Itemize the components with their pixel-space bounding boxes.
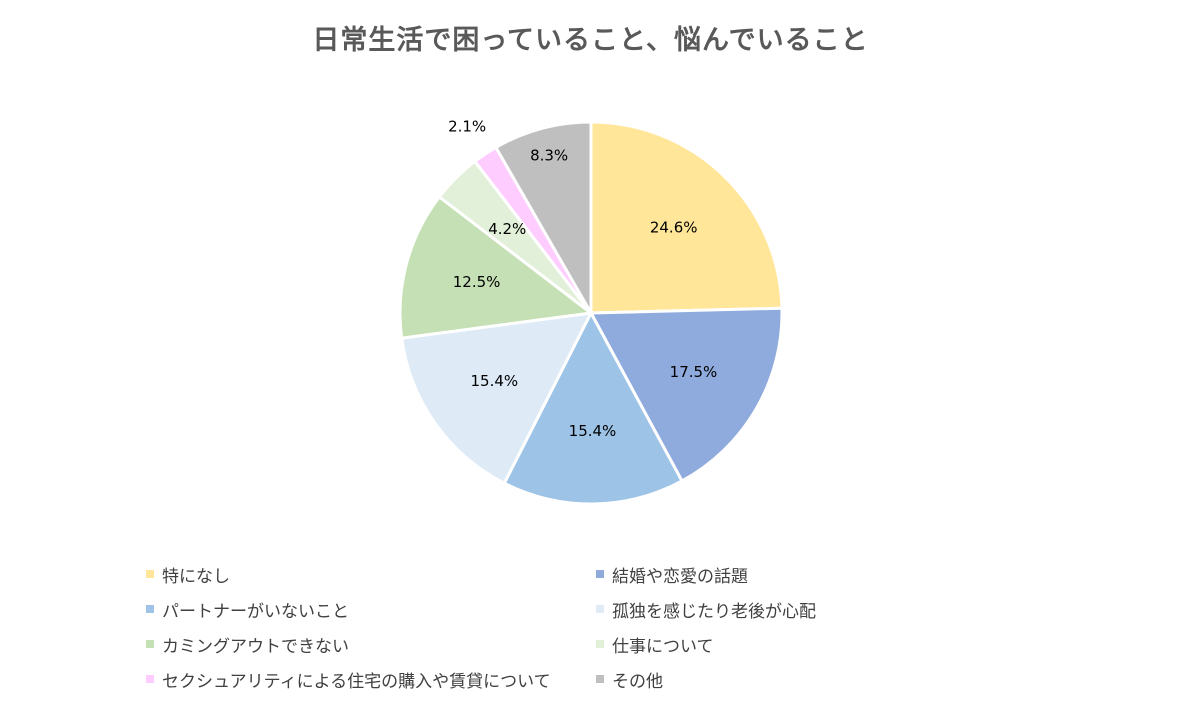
pie-slice: [398, 194, 595, 340]
pie-slice: [588, 306, 784, 483]
pie-slice: [493, 120, 593, 319]
pie-slices: [398, 120, 784, 506]
chart-title: 日常生活で困っていること、悩んでいること: [312, 25, 869, 56]
data-label: 8.3%: [530, 147, 568, 165]
pie-slice: [502, 309, 684, 506]
pie-slice: [589, 120, 784, 315]
data-label: 15.4%: [569, 422, 617, 440]
pie-data-labels: 24.6% 17.5% 15.4% 15.4% 12.5% 4.2% 2.1% 8.3%: [448, 117, 717, 439]
data-label: 24.6%: [650, 219, 698, 237]
data-label: 4.2%: [488, 220, 526, 238]
data-label: 2.1%: [448, 117, 486, 135]
data-label: 15.4%: [471, 372, 519, 390]
data-label: 17.5%: [670, 363, 718, 381]
data-label: 12.5%: [453, 273, 501, 291]
pie-slice: [399, 311, 594, 486]
